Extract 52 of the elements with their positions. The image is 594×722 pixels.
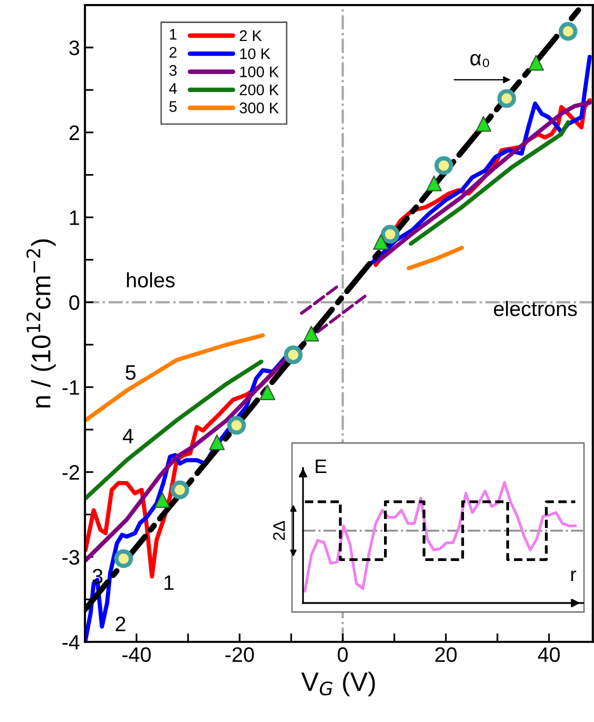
point [497,89,516,108]
x-tick-label: -40 [122,647,151,662]
x-tick-label: -20 [225,647,254,662]
point [434,156,454,175]
point [170,480,190,500]
annotation: electrons [494,300,577,316]
point [426,176,442,192]
point [284,346,303,364]
annotation: 3 [169,65,177,76]
annotation: 5 [169,101,177,112]
y-tick-label: -1 [62,380,80,395]
point [476,116,492,132]
y-tick-label: 3 [69,40,80,56]
annotation: E [316,460,326,474]
point [380,224,400,244]
text: 2 [116,616,126,632]
x-axis-title: V$_{G}$ (V) [301,672,375,696]
legend-label: 200 K [240,84,279,96]
annotation: 2 [170,46,177,58]
annotation: r [571,570,576,582]
point [558,22,578,41]
y-axis-title: n / (10$^{12}$cm$^{−2}$) [26,239,56,408]
point [227,416,246,435]
y-tick-label: -3 [62,550,80,565]
legend-label: 100 K [240,66,279,78]
point [114,549,133,568]
point [154,492,170,508]
annotation: 4 [169,83,177,94]
y-tick-label: -4 [62,635,80,650]
y-tick-label: -2 [62,465,80,480]
annotation: 1 [170,29,177,40]
text: 4 [122,428,134,444]
annotation: 2Δ [273,520,285,540]
legend-label: 2 K [240,30,262,41]
text: 5 [126,365,136,380]
x-tick-label: 20 [435,647,457,662]
point [260,384,276,400]
x-tick-label: 0 [338,647,348,662]
point [528,54,544,71]
legend-label: 300 K [240,102,279,114]
y-tick-label: 0 [69,295,80,310]
legend-label: 10 K [240,48,270,60]
point [373,234,389,250]
y-tick-label: 1 [70,210,80,225]
text: 3 [92,568,103,584]
x-tick-label: 40 [538,647,560,662]
point [303,326,320,342]
text: 1 [164,575,174,590]
annotation: holes [127,272,175,288]
annotation: α₀ [470,54,490,68]
y-tick-label: 2 [70,125,80,140]
point [209,434,225,450]
